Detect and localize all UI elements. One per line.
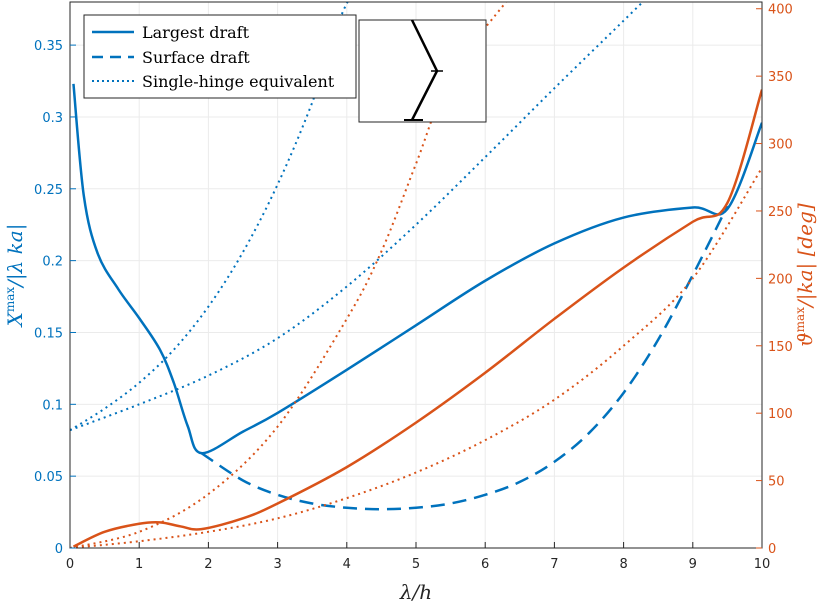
x-tick-label: 4 bbox=[343, 557, 351, 572]
y-right-tick-label: 350 bbox=[768, 70, 793, 85]
y-right-label-main: ϑ bbox=[793, 332, 817, 346]
hinged-structure-icon bbox=[358, 19, 487, 123]
y-right-axis-ticks: 0 50 100 150 200 250 300 350 400 bbox=[756, 3, 793, 557]
y-left-tick-label: 0.35 bbox=[34, 39, 63, 54]
y-right-tick-label: 400 bbox=[768, 3, 793, 18]
y-right-tick-label: 0 bbox=[768, 542, 776, 557]
y-right-axis-label: ϑmax/|ka| [deg] bbox=[793, 203, 818, 346]
y-right-label-rest: /|ka| [deg] bbox=[793, 203, 818, 309]
x-tick-label: 3 bbox=[273, 557, 281, 572]
y-right-label-sup: max bbox=[793, 307, 807, 333]
y-right-tick-label: 250 bbox=[768, 205, 793, 220]
legend-label-largest-draft: Largest draft bbox=[142, 23, 250, 42]
inset-box bbox=[358, 19, 487, 123]
x-tick-label: 10 bbox=[754, 557, 771, 572]
y-left-tick-label: 0.15 bbox=[34, 326, 63, 341]
y-right-tick-label: 50 bbox=[768, 475, 785, 490]
y-left-tick-label: 0.1 bbox=[42, 398, 63, 413]
series-line-left-dashed-1 bbox=[200, 205, 729, 511]
x-tick-label: 9 bbox=[689, 557, 697, 572]
x-axis-label: λ/h bbox=[399, 580, 432, 604]
x-axis-ticks: 0 1 2 3 4 5 6 7 8 9 10 bbox=[66, 542, 770, 572]
x-tick-label: 2 bbox=[204, 557, 212, 572]
x-tick-label: 8 bbox=[619, 557, 627, 572]
y-left-label-rest: /|λ ka| bbox=[3, 224, 28, 289]
y-right-tick-label: 100 bbox=[768, 407, 793, 422]
y-left-tick-label: 0.2 bbox=[42, 255, 63, 270]
y-right-tick-label: 200 bbox=[768, 272, 793, 287]
x-tick-label: 6 bbox=[481, 557, 489, 572]
y-right-tick-label: 300 bbox=[768, 138, 793, 153]
y-left-label-main: X bbox=[3, 311, 27, 328]
series-line-left-solid-0 bbox=[72, 83, 762, 455]
series-line-right-solid-4 bbox=[72, 89, 762, 548]
series-line-right-dotted-5 bbox=[70, 167, 762, 548]
y-left-axis-ticks: 0 0.05 0.1 0.15 0.2 0.25 0.3 0.35 bbox=[34, 39, 76, 557]
y-left-tick-label: 0.3 bbox=[42, 111, 63, 126]
x-tick-label: 0 bbox=[66, 557, 74, 572]
x-tick-label: 7 bbox=[550, 557, 558, 572]
x-tick-label: 1 bbox=[135, 557, 143, 572]
y-left-tick-label: 0 bbox=[55, 542, 63, 557]
y-left-axis-label: Xmax/|λ ka| bbox=[3, 224, 28, 329]
y-left-tick-label: 0.05 bbox=[34, 470, 63, 485]
legend-label-single-hinge: Single-hinge equivalent bbox=[142, 72, 335, 91]
x-tick-label: 5 bbox=[412, 557, 420, 572]
legend-label-surface-draft: Surface draft bbox=[142, 48, 250, 67]
y-left-tick-label: 0.25 bbox=[34, 183, 63, 198]
plot-series bbox=[70, 2, 762, 548]
y-right-tick-label: 150 bbox=[768, 340, 793, 355]
legend: Largest draft Surface draft Single-hinge… bbox=[83, 14, 357, 99]
y-left-label-sup: max bbox=[3, 287, 17, 313]
